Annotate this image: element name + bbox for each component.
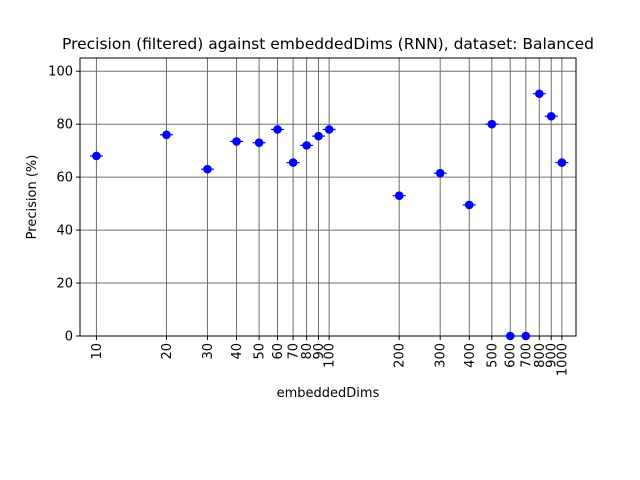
x-tick-label: 700 xyxy=(519,343,534,368)
x-tick-label: 800 xyxy=(533,343,548,368)
x-tick-label: 100 xyxy=(323,343,338,368)
data-point xyxy=(89,151,103,161)
x-tick-label: 20 xyxy=(160,343,175,360)
point-marker xyxy=(92,151,101,161)
data-point xyxy=(532,89,546,99)
x-tick-label: 900 xyxy=(545,343,560,368)
data-point xyxy=(230,137,244,146)
x-tick-label: 10 xyxy=(90,343,105,360)
x-tick-label: 30 xyxy=(201,343,216,360)
point-marker xyxy=(535,89,544,99)
point-marker xyxy=(435,168,445,178)
data-point xyxy=(300,141,314,150)
y-axis-ticks: 0 20 40 60 80 100 xyxy=(48,65,80,345)
point-marker xyxy=(203,164,212,174)
x-tick-label: 200 xyxy=(393,343,408,368)
data-point xyxy=(544,111,558,121)
data-point xyxy=(462,200,476,210)
data-point xyxy=(252,138,266,148)
plot-frame xyxy=(79,57,577,337)
y-tick-label: 100 xyxy=(48,65,73,80)
data-point xyxy=(503,331,517,341)
point-marker xyxy=(557,158,567,167)
point-marker xyxy=(464,200,474,210)
x-tick-label: 300 xyxy=(434,343,449,368)
chart-title: Precision (filtered) against embeddedDim… xyxy=(62,35,594,53)
x-tick-label: 50 xyxy=(253,343,268,360)
point-marker xyxy=(254,138,264,148)
data-point xyxy=(286,158,300,167)
data-point xyxy=(159,130,173,140)
data-point xyxy=(392,191,406,200)
data-point xyxy=(555,158,569,167)
point-marker xyxy=(394,191,404,200)
point-marker xyxy=(288,158,298,167)
data-points xyxy=(89,89,569,341)
data-point xyxy=(322,125,336,134)
y-axis-label: Precision (%) xyxy=(25,155,40,240)
x-tick-label: 400 xyxy=(463,343,478,368)
data-point xyxy=(519,331,533,341)
y-tick-label: 80 xyxy=(56,118,73,133)
point-marker xyxy=(314,131,323,141)
point-marker xyxy=(521,331,531,341)
data-point xyxy=(312,131,326,141)
data-point xyxy=(200,164,214,174)
x-tick-label: 40 xyxy=(230,343,245,360)
x-tick-label: 70 xyxy=(287,343,302,360)
x-tick-label: 90 xyxy=(312,343,327,360)
data-point xyxy=(433,168,447,178)
data-point xyxy=(271,125,285,134)
point-marker xyxy=(487,119,497,129)
point-marker xyxy=(232,137,241,146)
x-tick-label: 1000 xyxy=(555,343,570,376)
grid xyxy=(80,58,576,337)
x-tick-label: 60 xyxy=(271,343,286,360)
point-marker xyxy=(324,125,334,134)
x-tick-label: 600 xyxy=(504,343,519,368)
point-marker xyxy=(302,141,311,150)
data-point xyxy=(485,119,499,129)
y-tick-label: 0 xyxy=(65,330,73,345)
point-marker xyxy=(546,111,556,121)
x-tick-label: 500 xyxy=(485,343,500,368)
x-axis-label: embeddedDims xyxy=(277,386,380,401)
x-tick-label: 80 xyxy=(300,343,315,360)
point-marker xyxy=(273,125,282,134)
y-tick-label: 20 xyxy=(56,277,73,292)
point-marker xyxy=(162,130,171,140)
y-tick-label: 60 xyxy=(56,171,73,186)
y-tick-label: 40 xyxy=(56,224,73,239)
point-marker xyxy=(505,331,515,341)
